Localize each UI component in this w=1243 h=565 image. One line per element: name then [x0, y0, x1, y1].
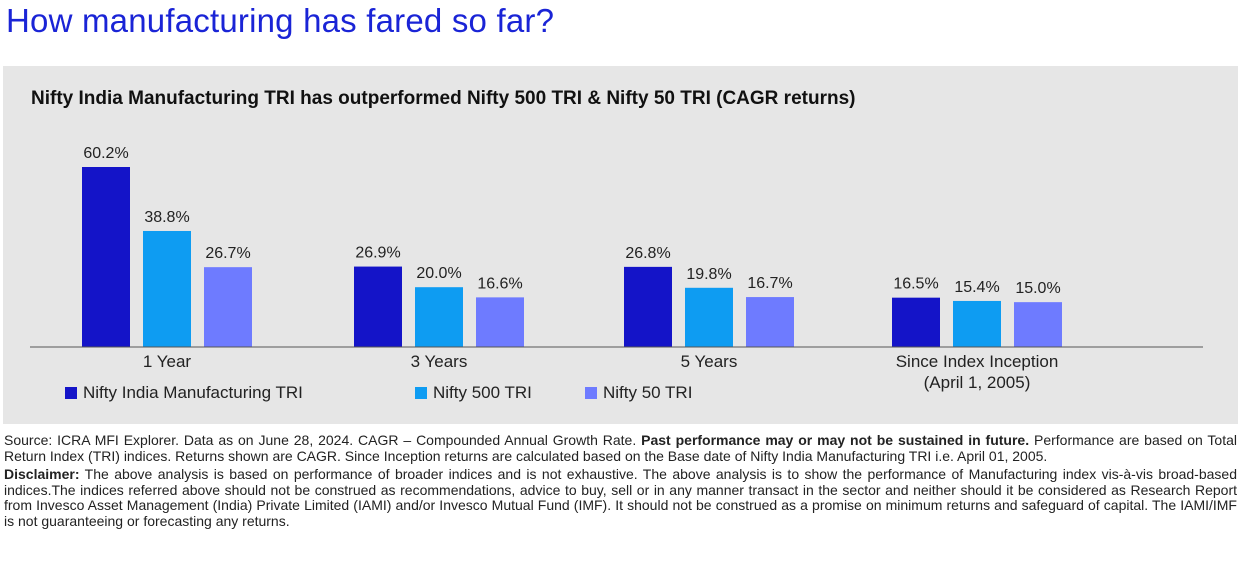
data-label: 16.6% — [477, 275, 522, 292]
data-label: 26.9% — [355, 245, 400, 262]
chart-panel: Nifty India Manufacturing TRI has outper… — [3, 66, 1238, 424]
legend-item-nifty50: Nifty 50 TRI — [585, 383, 692, 403]
data-label: 15.0% — [1015, 280, 1060, 297]
bar-0-1 — [354, 266, 402, 347]
bar-0-2 — [624, 266, 672, 347]
legend-item-manufacturing: Nifty India Manufacturing TRI — [65, 383, 303, 403]
legend-item-nifty500: Nifty 500 TRI — [415, 383, 532, 403]
data-label: 19.8% — [686, 266, 731, 283]
data-label: 26.7% — [205, 245, 250, 262]
bar-0-0 — [82, 167, 130, 347]
source-bold: Past performance may or may not be susta… — [641, 432, 1030, 448]
category-label: 3 Years — [411, 352, 468, 371]
disclaimer-label: Disclaimer: — [4, 466, 80, 482]
data-label: 16.7% — [747, 275, 792, 292]
category-label: (April 1, 2005) — [924, 373, 1031, 392]
bar-2-0 — [204, 267, 252, 347]
source-note: Source: ICRA MFI Explorer. Data as on Ju… — [4, 432, 1238, 464]
legend-swatch — [65, 387, 77, 399]
legend-swatch — [415, 387, 427, 399]
legend-label: Nifty 500 TRI — [433, 383, 532, 402]
bar-2-3 — [1014, 302, 1062, 347]
category-label: Since Index Inception — [896, 352, 1059, 371]
legend-label: Nifty India Manufacturing TRI — [83, 383, 303, 402]
bar-1-2 — [685, 287, 733, 347]
data-label: 38.8% — [144, 209, 189, 226]
bar-chart: 60.2% 38.8% 26.7% 1 Year 26.9% 20.0% 16.6% 3 Ye… — [30, 145, 1203, 392]
disclaimer-text: The above analysis is based on performan… — [4, 466, 1237, 529]
data-label: 20.0% — [416, 265, 461, 282]
legend-label: Nifty 50 TRI — [603, 383, 693, 402]
source-rest: Performance are based on Total Return In… — [4, 432, 1238, 464]
bar-2-2 — [746, 297, 794, 347]
chart-title: Nifty India Manufacturing TRI has outper… — [31, 88, 856, 109]
category-label: 5 Years — [681, 352, 738, 371]
legend-swatch — [585, 387, 597, 399]
disclaimer-note: Disclaimer: The above analysis is based … — [4, 466, 1237, 529]
data-label: 16.5% — [893, 276, 938, 293]
footer-notes: Source: ICRA MFI Explorer. Data as on Ju… — [4, 432, 1238, 532]
bar-1-3 — [953, 300, 1001, 347]
source-text: Source: ICRA MFI Explorer. Data as on Ju… — [4, 432, 637, 448]
data-label: 26.8% — [625, 245, 670, 262]
data-label: 15.4% — [954, 279, 999, 296]
bar-1-1 — [415, 287, 463, 347]
page-title: How manufacturing has fared so far? — [6, 2, 555, 39]
category-label: 1 Year — [143, 352, 192, 371]
bar-2-1 — [476, 297, 524, 347]
bar-1-0 — [143, 230, 191, 347]
data-label: 60.2% — [83, 145, 128, 162]
bar-0-3 — [892, 297, 940, 347]
